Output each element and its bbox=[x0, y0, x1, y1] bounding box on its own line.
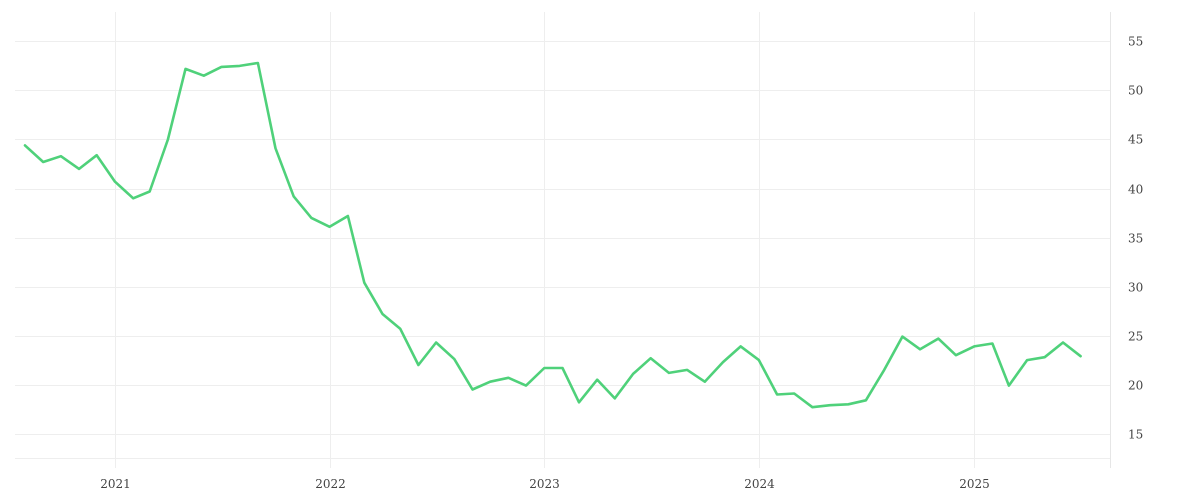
x-tick-label: 2024 bbox=[744, 477, 775, 491]
grid bbox=[15, 12, 1110, 468]
y-tick-label: 45 bbox=[1128, 133, 1143, 147]
y-tick-label: 15 bbox=[1128, 428, 1143, 442]
x-tick-label: 2023 bbox=[529, 477, 560, 491]
x-tick-label: 2025 bbox=[959, 477, 990, 491]
series-line bbox=[23, 61, 1082, 409]
y-tick-label: 20 bbox=[1128, 379, 1143, 393]
y-tick-label: 55 bbox=[1128, 35, 1143, 49]
x-tick-label: 2022 bbox=[315, 477, 346, 491]
series-layer bbox=[23, 61, 1082, 409]
y-tick-label: 25 bbox=[1128, 330, 1143, 344]
y-tick-label: 40 bbox=[1128, 183, 1143, 197]
y-tick-label: 35 bbox=[1128, 232, 1143, 246]
y-tick-label: 50 bbox=[1128, 84, 1143, 98]
x-tick-label: 2021 bbox=[100, 477, 131, 491]
y-tick-label: 30 bbox=[1128, 281, 1143, 295]
